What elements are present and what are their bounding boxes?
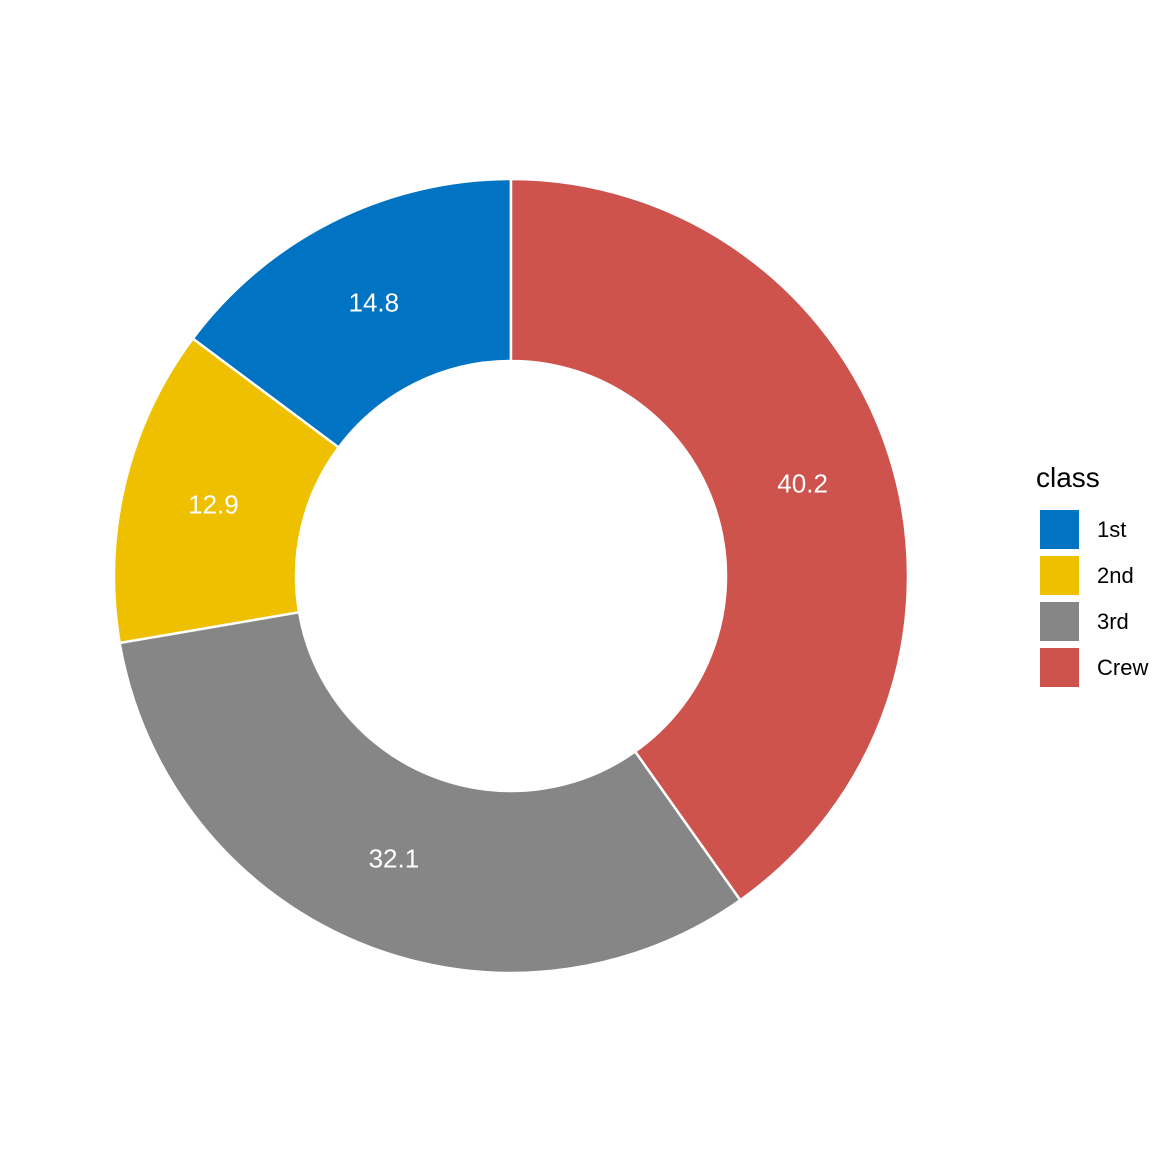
slice-3rd xyxy=(118,610,743,975)
donut-slices xyxy=(112,177,910,975)
legend-label-2nd: 2nd xyxy=(1097,563,1134,588)
legend-title: class xyxy=(1036,462,1100,493)
legend-swatch-1st xyxy=(1040,510,1079,549)
legend-label-crew: Crew xyxy=(1097,655,1148,680)
legend: class 1st 2nd 3rd Crew xyxy=(1036,462,1148,687)
slice-1st xyxy=(191,177,513,450)
legend-swatch-crew xyxy=(1040,648,1079,687)
slice-2nd xyxy=(112,336,341,645)
legend-swatch-3rd xyxy=(1040,602,1079,641)
slice-label-3rd: 32.1 xyxy=(369,844,420,874)
slice-crew xyxy=(509,177,910,902)
legend-swatch-2nd xyxy=(1040,556,1079,595)
slice-label-1st: 14.8 xyxy=(348,287,399,317)
slice-labels: 14.8 12.9 32.1 40.2 xyxy=(188,287,828,873)
legend-label-3rd: 3rd xyxy=(1097,609,1129,634)
legend-items: 1st 2nd 3rd Crew xyxy=(1040,510,1148,687)
slice-label-crew: 40.2 xyxy=(777,468,828,498)
slice-label-2nd: 12.9 xyxy=(188,490,239,520)
legend-label-1st: 1st xyxy=(1097,517,1126,542)
